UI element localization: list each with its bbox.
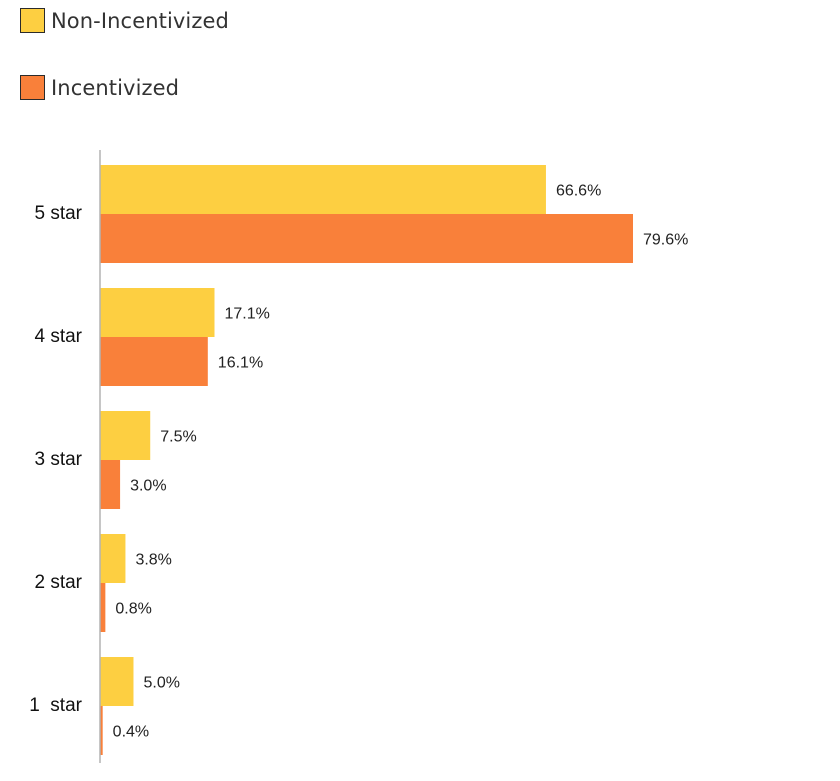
bar-non-incentivized-5-star [100,165,546,214]
bar-incentivized-5-star [100,214,633,263]
bar-incentivized-3-star [100,460,121,509]
legend-label-incentivized: Incentivized [51,75,180,100]
data-label-incentivized-3-star: 3.0% [130,478,166,495]
legend-label-non-incentivized: Non-Incentivized [51,8,229,33]
labels-layer: 5 star 66.6% 79.6% 4 star 17.1% 16.1% 3 star 7.… [29,183,688,741]
data-label-non-incentivized-2-star: 3.8% [135,552,171,569]
bar-incentivized-1-star [100,706,103,755]
legend-item-non-incentivized: Non-Incentivized [20,8,229,33]
data-label-incentivized-2-star: 0.8% [115,601,151,618]
bar-non-incentivized-3-star [100,411,151,460]
category-label-5-star: 5 star [34,203,82,224]
legend-item-incentivized: Incentivized [20,75,179,100]
bar-incentivized-2-star [100,583,106,632]
bar-non-incentivized-4-star [100,288,215,337]
data-label-non-incentivized-4-star: 17.1% [225,306,270,323]
category-label-2-star: 2 star [34,572,82,593]
bar-non-incentivized-2-star [100,534,126,583]
legend-swatch-incentivized [20,75,45,100]
category-label-1-star: 1 star [29,695,82,716]
data-label-incentivized-4-star: 16.1% [218,355,263,372]
legend-swatch-non-incentivized [20,8,45,33]
data-label-incentivized-5-star: 79.6% [643,232,688,249]
bars-layer [100,165,633,755]
bar-non-incentivized-1-star [100,657,134,706]
data-label-non-incentivized-1-star: 5.0% [143,675,179,692]
bar-incentivized-4-star [100,337,208,386]
data-label-non-incentivized-3-star: 7.5% [160,429,196,446]
category-label-4-star: 4 star [34,326,82,347]
data-label-non-incentivized-5-star: 66.6% [556,183,601,200]
category-label-3-star: 3 star [34,449,82,470]
data-label-incentivized-1-star: 0.4% [113,724,149,741]
